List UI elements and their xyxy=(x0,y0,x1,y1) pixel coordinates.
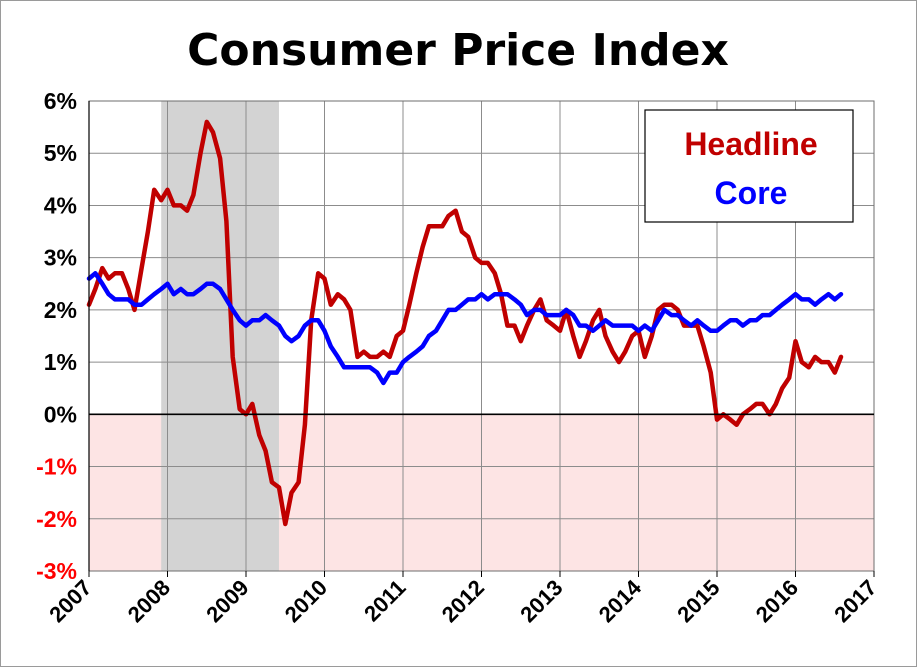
y-tick-label: 6% xyxy=(44,88,77,114)
x-tick-label: 2014 xyxy=(594,574,647,627)
legend-headline: Headline xyxy=(684,126,817,162)
x-tick-label: 2009 xyxy=(201,575,253,627)
y-tick-label: 4% xyxy=(44,192,77,218)
y-tick-label: 1% xyxy=(44,349,77,375)
legend-box xyxy=(644,109,854,223)
x-tick-label: 2013 xyxy=(515,575,567,627)
x-tick-label: 2016 xyxy=(751,575,803,627)
x-tick-label: 2008 xyxy=(123,575,175,627)
legend: Headline Core xyxy=(644,109,854,223)
y-tick-label: -3% xyxy=(36,558,77,584)
y-tick-label: 0% xyxy=(44,401,77,427)
y-tick-label: -1% xyxy=(36,454,77,480)
y-tick-label: -2% xyxy=(36,506,77,532)
axes xyxy=(88,100,875,577)
y-tick-label: 5% xyxy=(44,140,77,166)
x-tick-label: 2010 xyxy=(280,575,332,627)
series-layer xyxy=(86,119,844,527)
x-tick-label: 2012 xyxy=(437,575,489,627)
y-axis-tick-labels: 6% 5% 4% 3% 2% 1% 0% -1% -2% -3% xyxy=(36,88,77,584)
series-line-core xyxy=(86,271,844,386)
y-tick-label: 2% xyxy=(44,297,77,323)
x-axis-tick-labels: 2007 2008 2009 2010 2011 2012 2013 2014 2015 2016… xyxy=(44,574,881,627)
x-tick-label: 2011 xyxy=(359,575,410,626)
chart-title: Consumer Price Index xyxy=(187,25,729,76)
x-tick-label: 2017 xyxy=(829,575,881,627)
series-line-headline xyxy=(86,119,844,527)
y-tick-label: 3% xyxy=(44,245,77,271)
legend-core: Core xyxy=(715,175,788,211)
x-tick-label: 2015 xyxy=(672,575,724,627)
